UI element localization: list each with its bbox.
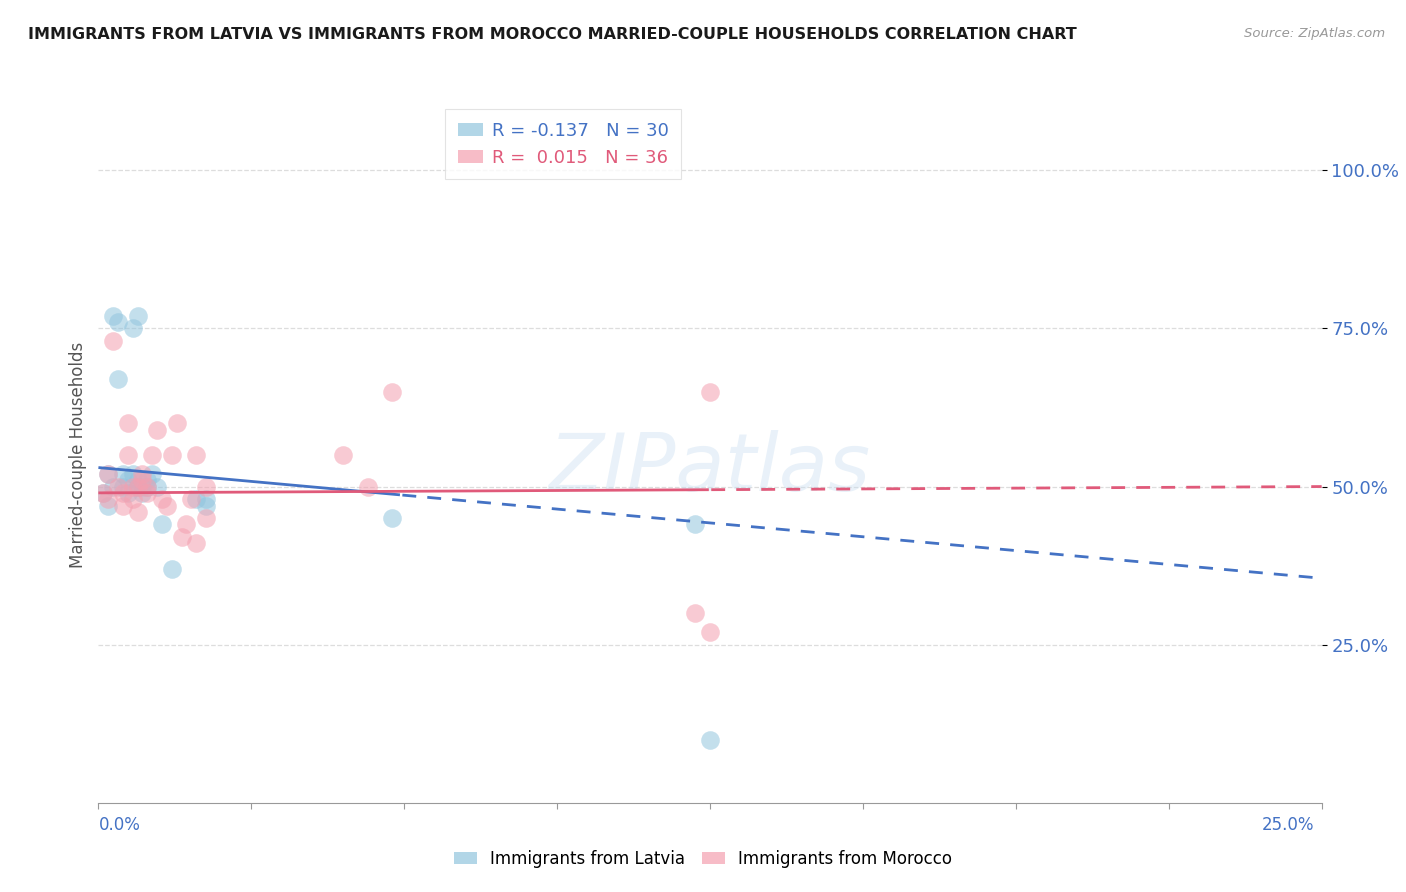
Point [150, 492, 173, 507]
Point [127, 309, 149, 323]
Point [121, 467, 143, 481]
Point [97, 492, 120, 507]
Point [195, 479, 218, 493]
Point [176, 517, 198, 532]
Text: Source: ZipAtlas.com: Source: ZipAtlas.com [1244, 27, 1385, 40]
Text: ZIPatlas: ZIPatlas [548, 430, 872, 508]
Point [121, 479, 143, 493]
Point [699, 625, 721, 640]
Point [160, 562, 183, 576]
Point [381, 511, 404, 525]
Point [146, 479, 169, 493]
Point [117, 417, 139, 431]
Point [111, 467, 134, 481]
Point [186, 448, 208, 462]
Point [127, 479, 149, 493]
Point [136, 473, 159, 487]
Point [111, 479, 134, 493]
Legend: R = -0.137   N = 30, R =  0.015   N = 36: R = -0.137 N = 30, R = 0.015 N = 36 [446, 109, 682, 179]
Point [91, 486, 114, 500]
Point [127, 479, 149, 493]
Point [166, 417, 188, 431]
Point [136, 479, 159, 493]
Point [107, 315, 129, 329]
Point [195, 492, 218, 507]
Point [381, 384, 404, 399]
Point [127, 505, 149, 519]
Point [117, 486, 139, 500]
Point [111, 499, 134, 513]
Point [131, 473, 153, 487]
Point [170, 530, 193, 544]
Text: 0.0%: 0.0% [98, 816, 141, 834]
Point [117, 473, 139, 487]
Point [195, 511, 218, 525]
Text: 25.0%: 25.0% [1263, 816, 1315, 834]
Point [97, 499, 120, 513]
Point [141, 467, 163, 481]
Point [101, 334, 124, 348]
Point [91, 486, 114, 500]
Point [111, 486, 134, 500]
Point [101, 309, 124, 323]
Point [127, 473, 149, 487]
Point [150, 517, 173, 532]
Point [195, 499, 218, 513]
Point [186, 492, 208, 507]
Point [121, 492, 143, 507]
Point [146, 423, 169, 437]
Point [685, 517, 707, 532]
Point [117, 448, 139, 462]
Point [699, 384, 721, 399]
Text: IMMIGRANTS FROM LATVIA VS IMMIGRANTS FROM MOROCCO MARRIED-COUPLE HOUSEHOLDS CORR: IMMIGRANTS FROM LATVIA VS IMMIGRANTS FRO… [28, 27, 1077, 42]
Point [180, 492, 202, 507]
Y-axis label: Married-couple Households: Married-couple Households [69, 342, 87, 568]
Point [131, 479, 153, 493]
Point [131, 486, 153, 500]
Point [156, 499, 179, 513]
Point [356, 479, 378, 493]
Point [332, 448, 354, 462]
Point [131, 467, 153, 481]
Point [121, 321, 143, 335]
Point [699, 732, 721, 747]
Point [160, 448, 183, 462]
Point [685, 606, 707, 620]
Point [141, 448, 163, 462]
Point [107, 479, 129, 493]
Legend: Immigrants from Latvia, Immigrants from Morocco: Immigrants from Latvia, Immigrants from … [447, 844, 959, 875]
Point [107, 372, 129, 386]
Point [97, 467, 120, 481]
Point [136, 479, 159, 493]
Point [101, 479, 124, 493]
Point [136, 486, 159, 500]
Point [97, 467, 120, 481]
Point [186, 536, 208, 550]
